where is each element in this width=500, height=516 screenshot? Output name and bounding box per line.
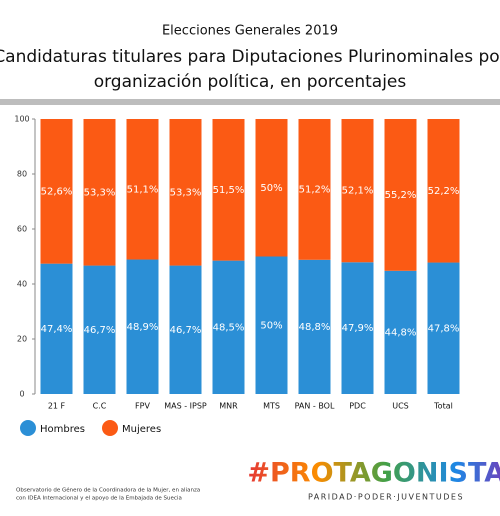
value-label: 51,5% bbox=[213, 185, 245, 196]
value-label: 51,1% bbox=[127, 184, 159, 195]
x-tick-label: PAN - BOL bbox=[295, 402, 335, 411]
value-label: 48,8% bbox=[299, 322, 331, 333]
bar-segment bbox=[255, 119, 288, 257]
x-tick-label: MTS bbox=[263, 402, 280, 411]
y-tick-label: 0 bbox=[19, 390, 24, 399]
y-tick-label: 60 bbox=[17, 225, 27, 234]
x-tick-label: Total bbox=[433, 402, 453, 411]
value-label: 46,7% bbox=[84, 325, 116, 336]
legend-swatch bbox=[102, 420, 118, 436]
value-label: 52,1% bbox=[342, 186, 374, 197]
divider bbox=[0, 99, 500, 105]
bar-segment bbox=[427, 119, 460, 263]
x-tick-label: MNR bbox=[219, 402, 238, 411]
value-label: 47,9% bbox=[342, 323, 374, 334]
bar-segment bbox=[83, 265, 116, 394]
y-tick-label: 80 bbox=[17, 170, 27, 179]
bar-segment bbox=[169, 265, 202, 394]
x-tick-label: 21 F bbox=[48, 402, 66, 411]
value-label: 44,8% bbox=[385, 327, 417, 338]
value-label: 52,2% bbox=[428, 186, 460, 197]
bar-segment bbox=[298, 259, 331, 394]
bar-segment bbox=[212, 260, 245, 394]
value-label: 55,2% bbox=[385, 190, 417, 201]
x-tick-label: MAS - IPSP bbox=[164, 402, 207, 411]
bar-segment bbox=[341, 262, 374, 394]
bar-segment bbox=[384, 270, 417, 394]
bar-segment bbox=[341, 119, 374, 263]
y-tick-label: 100 bbox=[14, 115, 29, 124]
footer-note: Observatorio de Género de la Coordinador… bbox=[16, 487, 200, 494]
bar-segment bbox=[40, 119, 73, 264]
chart-title: Candidaturas titulares para Diputaciones… bbox=[0, 47, 500, 67]
bar-segment bbox=[169, 119, 202, 266]
legend-label: Mujeres bbox=[122, 424, 161, 435]
chart-title: organización política, en porcentajes bbox=[94, 72, 407, 92]
value-label: 53,3% bbox=[84, 187, 116, 198]
value-label: 47,4% bbox=[41, 324, 73, 335]
bar-segment bbox=[126, 259, 159, 394]
footer-note: con IDEA Internacional y el apoyo de la … bbox=[16, 496, 182, 502]
x-tick-label: FPV bbox=[135, 402, 150, 411]
legend-label: Hombres bbox=[40, 424, 85, 435]
x-tick-label: PDC bbox=[349, 402, 366, 411]
chart-subtitle: Elecciones Generales 2019 bbox=[162, 24, 338, 39]
value-label: 50% bbox=[260, 183, 282, 194]
logo-tagline: PARIDAD·PODER·JUVENTUDES bbox=[308, 493, 464, 502]
x-tick-label: UCS bbox=[392, 402, 409, 411]
bar-segment bbox=[83, 119, 116, 266]
bar-segment bbox=[384, 119, 417, 271]
value-label: 47,8% bbox=[428, 323, 460, 334]
bar-segment bbox=[40, 263, 73, 394]
bar-segment bbox=[427, 262, 460, 394]
value-label: 46,7% bbox=[170, 325, 202, 336]
value-label: 50% bbox=[260, 320, 282, 331]
bar-segment bbox=[298, 119, 331, 260]
value-label: 53,3% bbox=[170, 187, 202, 198]
value-label: 48,5% bbox=[213, 322, 245, 333]
bar-segment bbox=[212, 119, 245, 261]
y-tick-label: 20 bbox=[17, 335, 27, 344]
value-label: 48,9% bbox=[127, 322, 159, 333]
bar-segment bbox=[126, 119, 159, 260]
logo: #PROTAGONISTAS bbox=[247, 458, 500, 489]
bar-segment bbox=[255, 256, 288, 394]
value-label: 51,2% bbox=[299, 184, 331, 195]
x-tick-label: C.C bbox=[93, 402, 107, 411]
legend-swatch bbox=[20, 420, 36, 436]
value-label: 52,6% bbox=[41, 186, 73, 197]
y-tick-label: 40 bbox=[17, 280, 27, 289]
